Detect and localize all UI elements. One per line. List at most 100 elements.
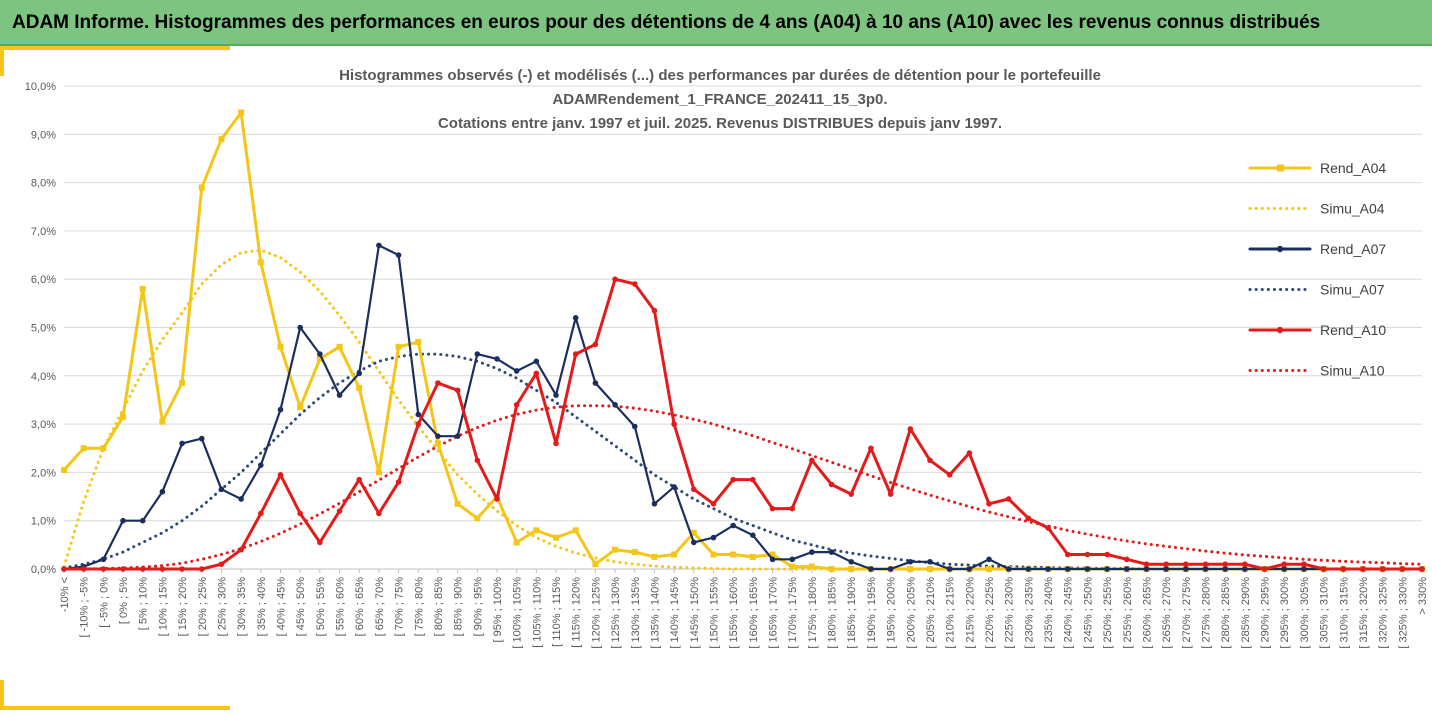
data-point (887, 491, 894, 497)
x-tick-label: [ 5% ; 10% (138, 577, 150, 630)
data-point (415, 421, 422, 427)
x-tick-label: [ 70% ; 75% (394, 577, 406, 637)
x-tick-label: [ 105% ; 110% (531, 577, 543, 648)
data-point (257, 259, 264, 266)
data-point (769, 551, 776, 558)
legend-label: Simu_A07 (1320, 282, 1385, 298)
data-point (336, 392, 343, 398)
data-point (789, 563, 796, 570)
data-point (1025, 566, 1032, 572)
chart-frame: Histogrammes observés (-) et modélisés (… (0, 46, 1432, 710)
data-point (592, 561, 599, 568)
x-tick-label: [ 175% ; 180% (807, 577, 819, 649)
data-point (1163, 566, 1169, 572)
data-point (887, 566, 894, 572)
x-tick-label: [ 285% ; 290% (1240, 577, 1252, 649)
x-tick-label: [ 55% ; 60% (335, 577, 347, 637)
data-point (572, 315, 579, 321)
data-point (1123, 556, 1130, 563)
data-point (1242, 561, 1248, 567)
x-tick-label: [ 250% ; 255% (1102, 577, 1114, 649)
series-Simu_A07 (62, 352, 1424, 571)
legend-marker (1276, 326, 1284, 334)
data-point (1320, 566, 1327, 572)
x-axis: -10% < [ -10% ; -5% [ -5% ; 0% [ 0% ; 5% [ 5… (59, 569, 1429, 649)
data-point (730, 522, 736, 529)
x-tick-label: [ 205% ; 210% (925, 577, 937, 649)
x-tick-label: [ 220% ; 225% (984, 577, 996, 649)
series-Rend_A10 (61, 276, 1425, 572)
data-point (454, 500, 461, 507)
data-point (651, 553, 658, 560)
gridlines (64, 85, 1422, 570)
data-point (809, 457, 815, 464)
x-tick-label: [ 50% ; 55% (315, 577, 327, 637)
data-point (435, 380, 441, 386)
data-point (612, 546, 619, 553)
data-point (238, 109, 245, 116)
x-tick-label: [ 160% ; 165% (748, 577, 760, 649)
x-tick-label: [ 165% ; 170% (768, 577, 780, 649)
data-point (1005, 496, 1012, 502)
x-tick-label: [ 225% ; 230% (1004, 577, 1016, 649)
data-point (356, 370, 363, 377)
y-tick-label: 5,0% (31, 323, 56, 335)
x-tick-label: [ 240% ; 245% (1063, 577, 1075, 649)
x-tick-label: [ 215% ; 220% (964, 577, 976, 649)
frame-corner-top (0, 46, 230, 50)
data-point (238, 496, 244, 502)
x-tick-label: [ 270% ; 275% (1181, 577, 1193, 649)
x-tick-label: [ 210% ; 215% (945, 577, 957, 649)
data-point (317, 539, 323, 546)
data-point (671, 421, 677, 427)
x-tick-label: [ 90% ; 95% (472, 577, 484, 637)
data-point (1301, 561, 1307, 567)
x-tick-label: [ 110% ; 115% (551, 577, 563, 647)
series-Simu_A04 (62, 248, 1424, 571)
data-point (1340, 566, 1347, 572)
data-point (395, 479, 402, 485)
data-point (710, 500, 717, 507)
data-point (1222, 561, 1228, 567)
legend-item: Rend_A10 (1248, 322, 1386, 338)
data-point (769, 556, 776, 563)
x-tick-label: [ 305% ; 310% (1319, 577, 1331, 649)
data-point (277, 343, 284, 350)
data-point (533, 527, 540, 534)
data-point (100, 566, 107, 572)
data-point (710, 534, 717, 541)
data-point (336, 343, 343, 350)
series-line-Simu_A04 (62, 248, 1424, 571)
data-point (1005, 566, 1012, 572)
data-point (494, 496, 500, 502)
data-point (513, 368, 520, 374)
data-point (61, 566, 67, 572)
data-point (198, 566, 205, 572)
x-tick-label: [ 325% ; 330% (1397, 577, 1409, 649)
data-point (258, 510, 264, 517)
data-point (80, 566, 87, 572)
data-point (120, 413, 127, 420)
data-point (494, 356, 500, 362)
data-point (1281, 561, 1288, 567)
x-tick-label: [ 80% ; 85% (433, 577, 445, 637)
legend-label: Simu_A10 (1320, 363, 1385, 379)
data-point (1045, 525, 1051, 531)
data-point (218, 486, 225, 493)
x-tick-label: [ 235% ; 240% (1043, 577, 1055, 649)
data-point (1242, 566, 1248, 572)
data-point (927, 457, 933, 464)
data-point (395, 252, 402, 258)
data-point (533, 358, 540, 365)
chart-title: Histogrammes observés (-) et modélisés (… (339, 67, 1101, 132)
y-tick-label: 6,0% (31, 274, 56, 286)
x-tick-label: [ 130% ; 135% (630, 577, 642, 649)
x-tick-label: [ 265% ; 270% (1161, 577, 1173, 649)
chart-title-line: ADAMRendement_1_FRANCE_202411_15_3p0. (552, 91, 887, 108)
data-point (376, 510, 382, 517)
x-tick-label: [ 195% ; 200% (886, 577, 898, 649)
x-tick-label: [ 290% ; 295% (1260, 577, 1272, 649)
data-point (159, 418, 166, 425)
data-point (533, 370, 540, 377)
x-tick-label: [ 150% ; 155% (708, 577, 720, 649)
